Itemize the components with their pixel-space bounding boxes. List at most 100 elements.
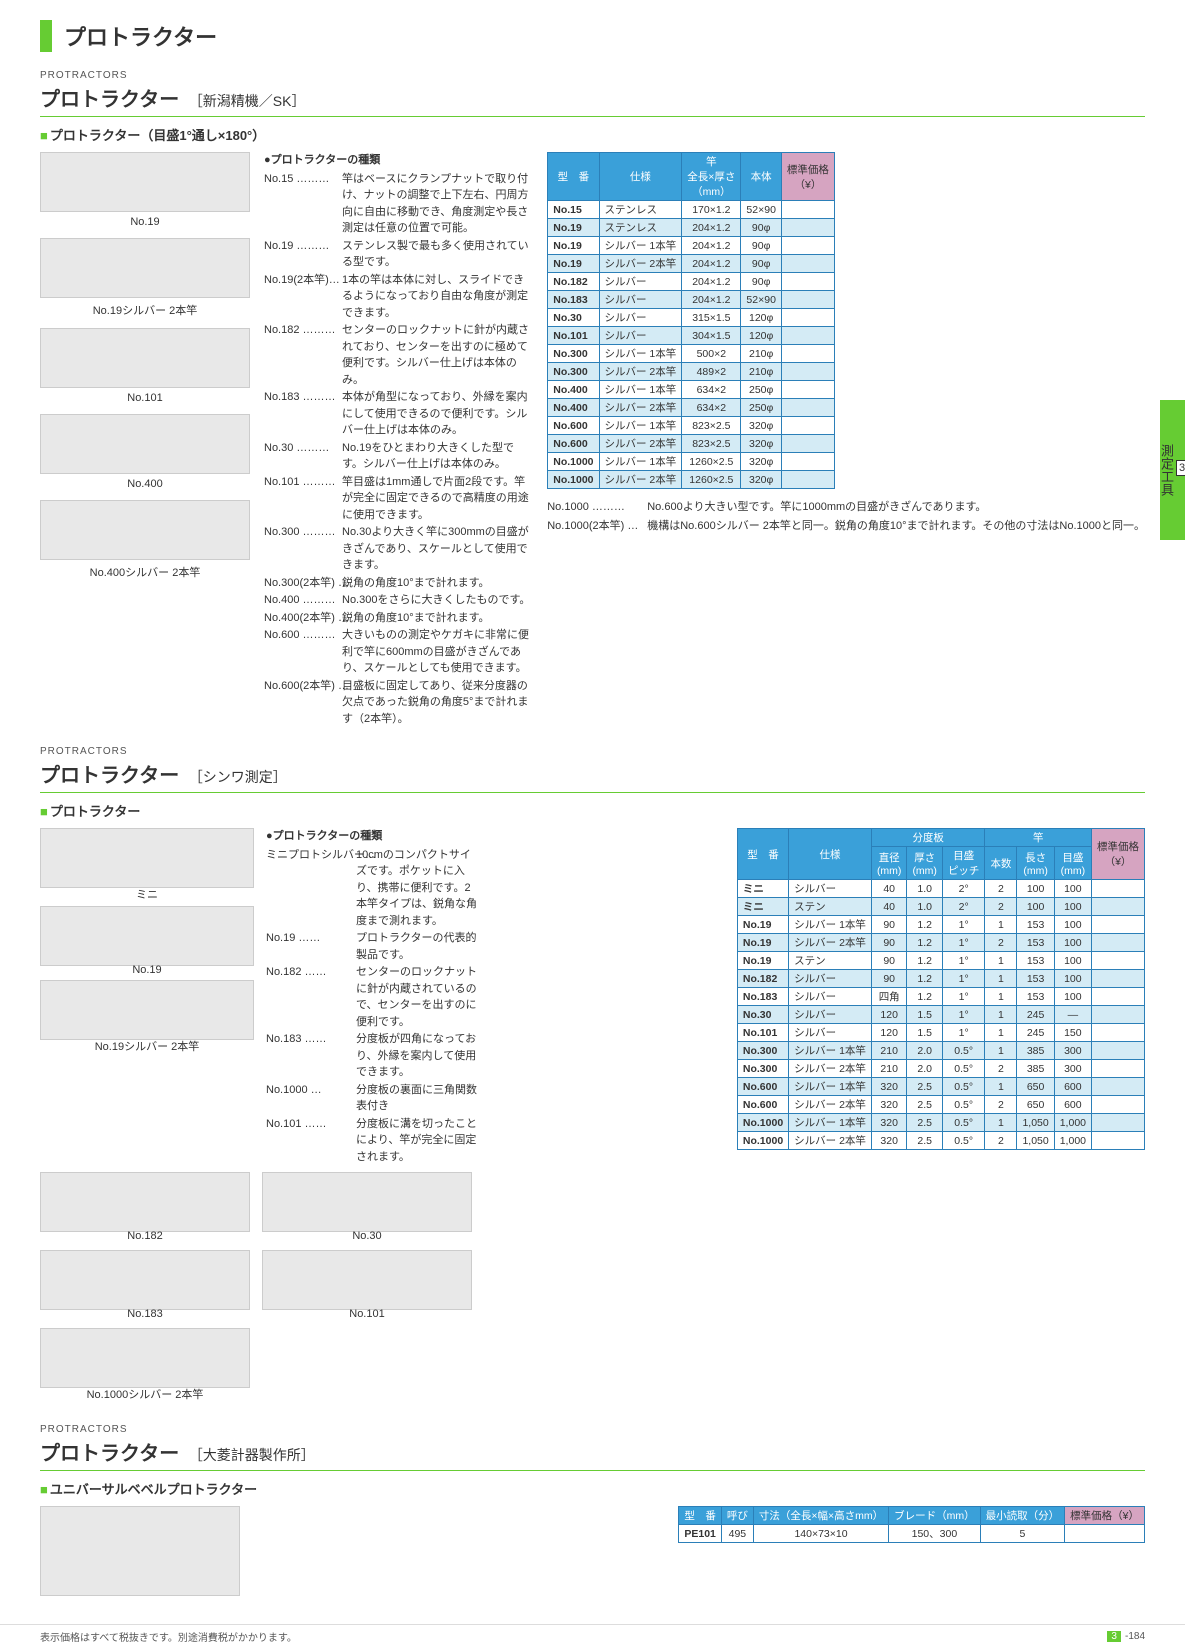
table-cell (781, 309, 834, 327)
table-cell: 320φ (741, 435, 782, 453)
table-cell: シルバー 1本竿 (789, 1078, 872, 1096)
table-cell: 90 (871, 916, 907, 934)
table-cell: No.600 (737, 1078, 788, 1096)
desc-key: No.30 ……… (264, 440, 342, 473)
page-footer: 表示価格はすべて税抜きです。別途消費税がかかります。 3 -184 (0, 1624, 1185, 1648)
table-cell: 2.5 (907, 1132, 943, 1150)
table-cell: シルバー (789, 1024, 872, 1042)
table-header: 竿 (985, 829, 1092, 847)
table-cell: No.300 (548, 363, 599, 381)
desc-row: No.183 ………本体が角型になっており、外縁を案内にして使用できるので便利で… (264, 389, 533, 439)
table-cell: 100 (1054, 880, 1091, 898)
table-cell (1092, 988, 1145, 1006)
desc-key: No.101 ……… (264, 474, 342, 524)
table-cell (1092, 1042, 1145, 1060)
page-num: -184 (1125, 1631, 1145, 1642)
table-header: ブレード（mm） (889, 1507, 981, 1525)
table-cell: 2 (985, 880, 1017, 898)
table-cell: シルバー 1本竿 (599, 237, 682, 255)
table-cell (1092, 1132, 1145, 1150)
table-cell: 1,000 (1054, 1132, 1091, 1150)
section-shinwa: PROTRACTORS プロトラクター ［シンワ測定］ ■プロトラクター ミニN… (40, 746, 1145, 1406)
table-cell: 320 (871, 1132, 907, 1150)
table-cell: 1.2 (907, 916, 943, 934)
section-obishi: PROTRACTORS プロトラクター ［大菱計器製作所］ ■ユニバーサルベベル… (40, 1424, 1145, 1596)
table-row: No.1000シルバー 1本竿1260×2.5320φ (548, 453, 835, 471)
table-cell: No.19 (548, 237, 599, 255)
table-cell: シルバー 2本竿 (789, 1096, 872, 1114)
table-cell: 300 (1054, 1060, 1091, 1078)
table-row: No.400シルバー 2本竿634×2250φ (548, 399, 835, 417)
section1-desc-lead: ●プロトラクターの種類 (264, 152, 533, 169)
table-cell: No.19 (548, 255, 599, 273)
image-caption: No.19 (40, 216, 250, 228)
table-cell: 204×1.2 (682, 237, 741, 255)
desc-key: No.101 …… (266, 1116, 356, 1166)
table-cell: 1 (985, 1114, 1017, 1132)
table-cell: 120φ (741, 309, 782, 327)
product-image (40, 1328, 250, 1388)
table-cell: No.30 (548, 309, 599, 327)
product-image (40, 152, 250, 212)
table-cell: 90φ (741, 255, 782, 273)
desc-row: No.600(2本竿) …目盛板に固定してあり、従来分度器の欠点であった鋭角の角… (264, 678, 533, 728)
table-cell: シルバー (599, 273, 682, 291)
table-row: ミニシルバー401.02°2100100 (737, 880, 1144, 898)
desc-key: No.300 ……… (264, 524, 342, 574)
desc-value: センターのロックナットに針が内蔵されているので、センターを出すのに便利です。 (356, 964, 480, 1030)
table-cell: 0.5° (942, 1078, 985, 1096)
table-cell: 2 (985, 1096, 1017, 1114)
table-subheader: 厚さ(mm) (907, 847, 943, 880)
table-cell (781, 399, 834, 417)
table-cell: 204×1.2 (682, 291, 741, 309)
table-cell: No.1000 (548, 471, 599, 489)
product-image (40, 328, 250, 388)
table-cell: 1 (985, 988, 1017, 1006)
table-cell: 210 (871, 1060, 907, 1078)
product-image (40, 1172, 250, 1232)
section2-title: プロトラクター ［シンワ測定］ (40, 759, 1145, 793)
section-sk: PROTRACTORS プロトラクター ［新潟精機／SK］ ■プロトラクター（目… (40, 70, 1145, 728)
table-cell: No.19 (737, 934, 788, 952)
desc-row: No.600 ………大きいものの測定やケガキに非常に便利で竿に600mmの目盛が… (264, 627, 533, 677)
table-cell: 2 (985, 898, 1017, 916)
table-row: No.183シルバー204×1.252×90 (548, 291, 835, 309)
note-value: No.600より大きい型です。竿に1000mmの目盛がきざんであります。 (647, 499, 1145, 516)
table-row: No.19シルバー 2本竿204×1.290φ (548, 255, 835, 273)
table-cell: 2 (985, 1060, 1017, 1078)
product-image (262, 1250, 472, 1310)
table-cell (1092, 1024, 1145, 1042)
table-cell: シルバー 2本竿 (789, 934, 872, 952)
page-number: 3 -184 (1107, 1629, 1145, 1644)
table-header: 標準価格（¥） (781, 153, 834, 201)
image-caption: No.101 (262, 1308, 472, 1320)
table-cell: シルバー 1本竿 (599, 381, 682, 399)
desc-key: No.182 ……… (264, 322, 342, 388)
table-cell: シルバー 2本竿 (789, 1060, 872, 1078)
desc-key: No.19 ……… (264, 238, 342, 271)
desc-value: 鋭角の角度10°まで計れます。 (342, 610, 533, 627)
table-subheader: 目盛(mm) (1054, 847, 1091, 880)
table-cell: 1,050 (1017, 1114, 1054, 1132)
section1-subhead: PROTRACTORS (40, 70, 1145, 81)
table-cell (781, 273, 834, 291)
table-cell: ステンレス (599, 201, 682, 219)
image-caption: ミニ (40, 886, 254, 902)
table-header: 標準価格（¥） (1092, 829, 1145, 880)
desc-row: No.182 ………センターのロックナットに針が内蔵されており、センターを出すの… (264, 322, 533, 388)
section2-title-text: プロトラクター (40, 765, 179, 787)
table-cell: 500×2 (682, 345, 741, 363)
table-cell (1092, 952, 1145, 970)
table-cell: 245 (1017, 1024, 1054, 1042)
section2-subhead: PROTRACTORS (40, 746, 1145, 757)
desc-row: No.19(2本竿)…1本の竿は本体に対し、スライドできるようになっており自由な… (264, 272, 533, 322)
table-row: No.300シルバー 1本竿2102.00.5°1385300 (737, 1042, 1144, 1060)
section2-desc: ●プロトラクターの種類 ミニプロトシルバー…10cmのコンパクトサイズです。ポケ… (266, 828, 480, 1166)
desc-value: 分度板の裏面に三角関数表付き (356, 1082, 480, 1115)
table-cell: 153 (1017, 970, 1054, 988)
desc-key: No.183 …… (266, 1031, 356, 1081)
table-cell: 0.5° (942, 1114, 985, 1132)
desc-key: No.1000 … (266, 1082, 356, 1115)
green-square-icon: ■ (40, 128, 48, 143)
desc-value: 10cmのコンパクトサイズです。ポケットに入り、携帯に便利です。2本竿タイプは、… (356, 847, 480, 930)
